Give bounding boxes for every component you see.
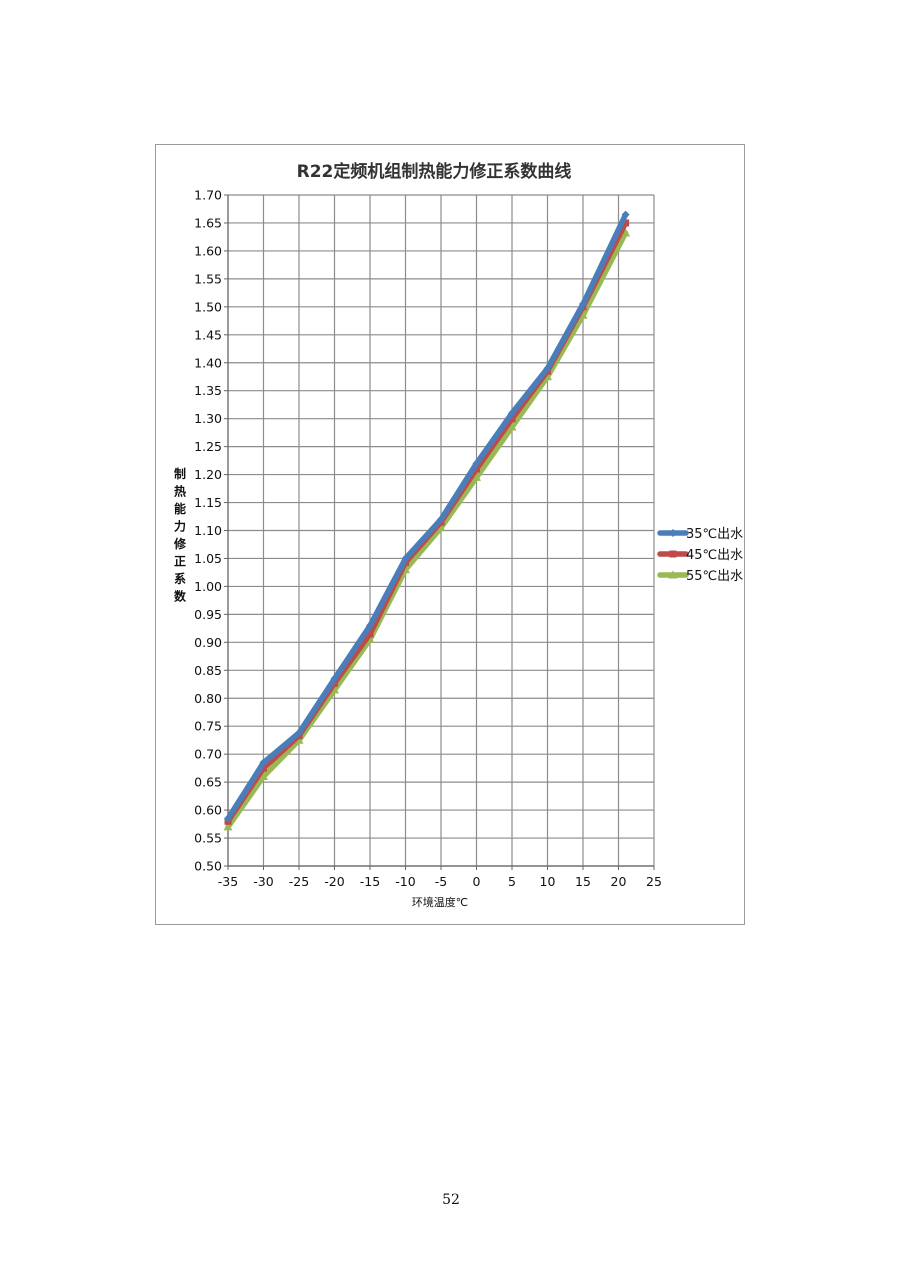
x-tick-label: -30 [253, 874, 273, 889]
y-tick-label: 0.65 [194, 775, 222, 790]
data-point [507, 422, 517, 431]
y-tick-label: 1.20 [194, 467, 222, 482]
x-tick-label: 25 [646, 874, 662, 889]
series-lines [223, 210, 631, 831]
page-number: 52 [442, 1192, 460, 1208]
series-line [225, 211, 629, 822]
y-axis-label-char: 热 [174, 484, 186, 499]
data-point [668, 570, 678, 579]
x-tick-label: 5 [508, 874, 516, 889]
series-1 [224, 219, 630, 825]
data-point [508, 415, 516, 423]
data-point [294, 735, 304, 744]
legend-label: 45℃出水 [686, 548, 743, 563]
legend-item: 35℃出水 [657, 527, 743, 542]
y-tick-label: 1.35 [194, 383, 222, 398]
y-tick-label: 1.55 [194, 271, 222, 286]
chart-title: R22定频机组制热能力修正系数曲线 [297, 161, 572, 182]
y-tick-label: 0.85 [194, 663, 222, 678]
x-tick-label: -15 [360, 874, 380, 889]
y-tick-label: 0.90 [194, 635, 222, 650]
y-tick-label: 1.45 [194, 327, 222, 342]
y-tick-label: 0.95 [194, 607, 222, 622]
legend-item: 55℃出水 [657, 569, 743, 584]
y-tick-label: 1.10 [194, 523, 222, 538]
data-point [223, 822, 233, 831]
data-point [669, 529, 677, 537]
y-axis-label-char: 力 [174, 519, 186, 534]
data-point [543, 364, 552, 373]
data-point [578, 310, 588, 319]
y-tick-label: 1.30 [194, 411, 222, 426]
y-tick-label: 1.00 [194, 579, 222, 594]
y-tick-label: 1.05 [194, 551, 222, 566]
x-tick-label: -25 [289, 874, 309, 889]
x-tick-label: 15 [575, 874, 591, 889]
y-tick-label: 0.60 [194, 803, 222, 818]
data-point [259, 772, 268, 781]
y-tick-label: 0.50 [194, 859, 222, 874]
series-0 [224, 210, 630, 823]
y-tick-labels: 0.50 0.55 0.60 0.65 0.70 0.75 0.80 0.85 0.90 0.95… [194, 188, 222, 874]
legend-label: 55℃出水 [686, 569, 743, 584]
y-axis-label: 制热能力修正系数 [173, 466, 187, 604]
data-point [401, 554, 410, 563]
data-point [472, 459, 481, 468]
y-axis-label-char: 正 [174, 555, 186, 569]
y-tick-label: 1.25 [194, 439, 222, 454]
data-point [437, 515, 445, 524]
data-point [472, 472, 481, 481]
data-point [366, 621, 374, 630]
y-tick-label: 1.60 [194, 243, 222, 258]
y-tick-label: 1.65 [194, 215, 222, 230]
legend: 35℃出水 45℃出水 55℃出水 [657, 527, 743, 584]
data-point [669, 550, 677, 558]
data-point [224, 814, 232, 823]
data-point [621, 228, 631, 237]
y-tick-label: 0.75 [194, 719, 222, 734]
legend-item: 45℃出水 [657, 548, 743, 563]
y-tick-label: 0.80 [194, 691, 222, 706]
y-axis-label-char: 系 [174, 571, 186, 586]
y-axis-label-char: 制 [174, 466, 186, 481]
y-tick-label: 0.70 [194, 747, 222, 762]
data-point [330, 674, 339, 683]
data-point [508, 409, 516, 418]
y-axis-label-char: 数 [174, 589, 187, 604]
x-tick-label: 0 [473, 874, 481, 889]
data-point [259, 758, 268, 767]
x-tick-labels: -35 -30 -25 -20 -15 -10 -5 0 5 10 15 20 25 [218, 874, 662, 889]
data-point [473, 465, 480, 473]
x-tick-label: 10 [540, 874, 556, 889]
axes [224, 194, 655, 870]
data-point [436, 523, 446, 532]
data-point [295, 728, 303, 737]
data-point [260, 764, 267, 772]
x-axis-label: 环境温度℃ [412, 895, 468, 909]
data-point [579, 300, 587, 309]
y-axis-label-char: 修 [173, 536, 187, 551]
x-tick-label: -5 [435, 874, 447, 889]
y-tick-label: 1.50 [194, 299, 222, 314]
data-point [622, 219, 630, 227]
data-point [366, 630, 374, 638]
y-tick-label: 0.55 [194, 831, 222, 846]
x-tick-label: -10 [395, 874, 415, 889]
y-tick-label: 1.70 [194, 188, 222, 203]
series-line [225, 230, 629, 830]
x-tick-label: 20 [611, 874, 627, 889]
series-line [225, 220, 629, 825]
y-tick-label: 1.15 [194, 495, 222, 510]
legend-label: 35℃出水 [686, 527, 743, 542]
y-axis-label-char: 能 [174, 501, 186, 516]
series-2 [223, 228, 631, 831]
x-tick-label: -20 [324, 874, 344, 889]
data-point [621, 210, 630, 219]
y-tick-label: 1.40 [194, 355, 222, 370]
x-tick-label: -35 [218, 874, 238, 889]
